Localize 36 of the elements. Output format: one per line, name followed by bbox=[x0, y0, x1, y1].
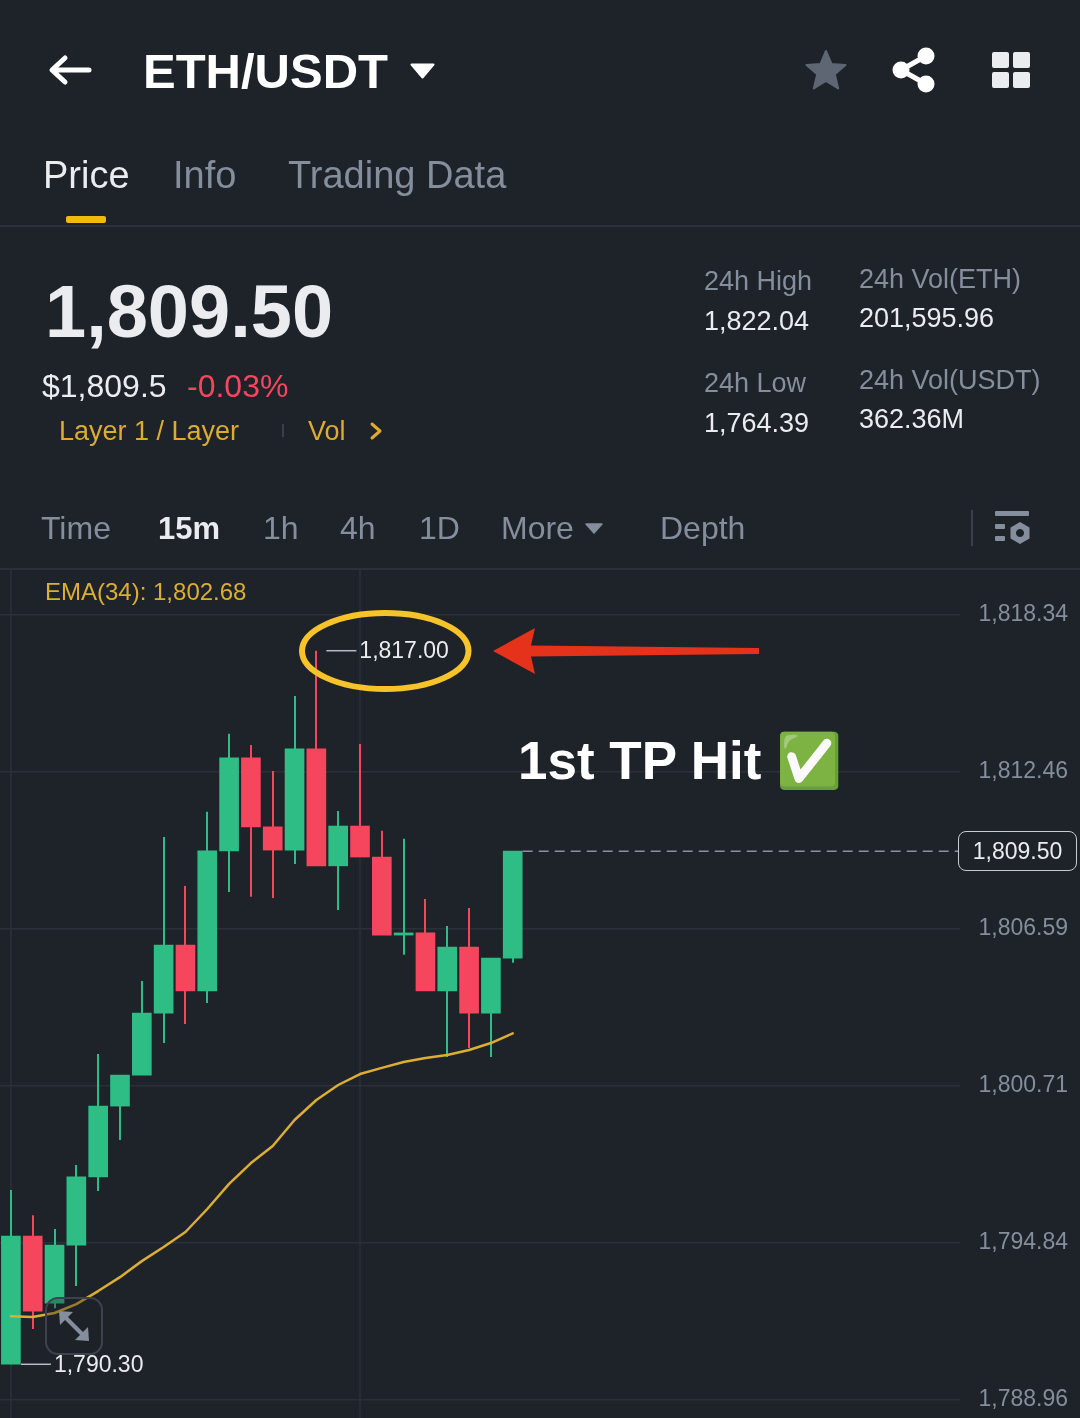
text: 4h bbox=[340, 510, 376, 546]
text: 201,595.96 bbox=[859, 302, 995, 333]
annotation: 1,790.30 bbox=[53, 1350, 144, 1377]
annotation: 1st TP Hit ✅ bbox=[518, 730, 843, 790]
text: Price bbox=[43, 154, 130, 196]
y-tick-label: 1,812.46 bbox=[978, 757, 1068, 784]
text: Trading Data bbox=[288, 154, 507, 196]
text: 24h Low bbox=[704, 367, 807, 398]
y-tick-label: 1,806.59 bbox=[978, 914, 1068, 941]
y-tick-label: 1,794.84 bbox=[978, 1228, 1069, 1255]
text: 24h Vol(ETH) bbox=[859, 263, 1022, 294]
ref-line-label: 1,809.50 bbox=[972, 837, 1063, 865]
text: 1h bbox=[263, 510, 299, 546]
candlestick bbox=[262, 769, 283, 899]
annotation: 1,817.00 bbox=[359, 637, 449, 664]
text: Layer 1 / Layer bbox=[59, 415, 240, 446]
y-tick-label: 1,800.71 bbox=[978, 1071, 1068, 1098]
text: 1,809.50 bbox=[45, 270, 334, 353]
text: 1,822.04 bbox=[704, 305, 810, 336]
text: 1D bbox=[419, 510, 460, 546]
text: Vol bbox=[308, 415, 346, 446]
text: Depth bbox=[660, 510, 746, 546]
text: 362.36M bbox=[859, 403, 965, 434]
y-tick-label: 1,818.34 bbox=[978, 600, 1069, 627]
text: 15m bbox=[158, 510, 221, 546]
text: 24h High bbox=[704, 265, 813, 296]
text: More bbox=[501, 510, 574, 546]
text: -0.03% bbox=[187, 368, 289, 404]
chart-title: ETH/USDT bbox=[143, 43, 388, 98]
text: 24h Vol(USDT) bbox=[859, 364, 1041, 395]
text: EMA(34): 1,802.68 bbox=[45, 578, 247, 605]
text: Time bbox=[41, 510, 111, 546]
y-tick-label: 1,788.96 bbox=[978, 1385, 1068, 1412]
text: Info bbox=[173, 154, 237, 196]
text: 1,764.39 bbox=[704, 407, 810, 438]
text: $1,809.5 bbox=[42, 368, 167, 404]
